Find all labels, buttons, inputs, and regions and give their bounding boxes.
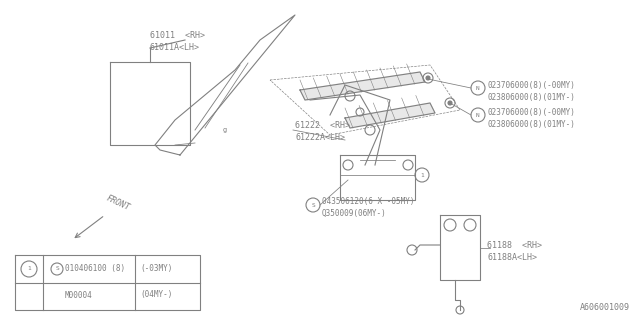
- Text: M00004: M00004: [65, 291, 93, 300]
- Polygon shape: [345, 103, 435, 128]
- Text: 043506120(6 X -05MY): 043506120(6 X -05MY): [322, 196, 415, 205]
- Polygon shape: [300, 72, 425, 100]
- Text: (04MY-): (04MY-): [140, 291, 172, 300]
- Text: N: N: [476, 85, 480, 91]
- Text: 61222  <RH>: 61222 <RH>: [295, 121, 350, 130]
- Text: 61188A<LH>: 61188A<LH>: [487, 252, 537, 261]
- Text: g: g: [223, 127, 227, 133]
- Text: S: S: [311, 203, 315, 207]
- Text: A606001009: A606001009: [580, 303, 630, 312]
- Circle shape: [426, 76, 430, 80]
- Text: 023806000(8)(01MY-): 023806000(8)(01MY-): [487, 119, 575, 129]
- Text: 1: 1: [420, 172, 424, 178]
- Text: S: S: [55, 267, 59, 271]
- Text: 61011  <RH>: 61011 <RH>: [150, 30, 205, 39]
- Text: 1: 1: [27, 267, 31, 271]
- Text: 61188  <RH>: 61188 <RH>: [487, 241, 542, 250]
- Text: N: N: [476, 113, 480, 117]
- Text: 61011A<LH>: 61011A<LH>: [150, 43, 200, 52]
- Text: 023806000(8)(01MY-): 023806000(8)(01MY-): [487, 92, 575, 101]
- Text: FRONT: FRONT: [105, 193, 131, 212]
- Text: Q350009(06MY-): Q350009(06MY-): [322, 209, 387, 218]
- Text: 023706000(8)(-00MY): 023706000(8)(-00MY): [487, 108, 575, 116]
- Text: 010406100 (8): 010406100 (8): [65, 265, 125, 274]
- Text: (-03MY): (-03MY): [140, 265, 172, 274]
- Circle shape: [448, 101, 452, 105]
- Text: 023706000(8)(-00MY): 023706000(8)(-00MY): [487, 81, 575, 90]
- Text: 61222A<LH>: 61222A<LH>: [295, 132, 345, 141]
